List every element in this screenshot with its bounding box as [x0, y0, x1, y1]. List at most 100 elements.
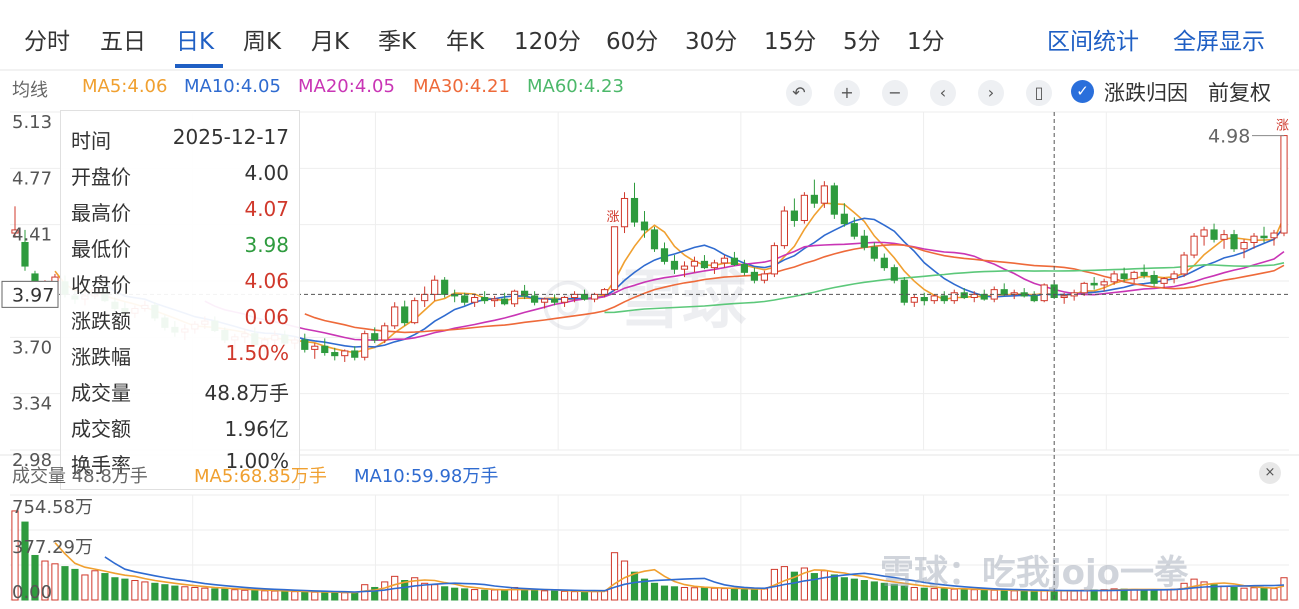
candle-body: [740, 263, 749, 273]
check-icon[interactable]: ✓: [1071, 80, 1094, 103]
candle-body: [900, 279, 908, 303]
candle-body: [501, 298, 509, 305]
volume-bar: [291, 591, 299, 601]
volume-bar: [700, 587, 709, 601]
candle-body: [341, 350, 349, 357]
candle-body: [1140, 271, 1148, 276]
price-axis-label: 5.13: [12, 112, 52, 133]
candle-body: [650, 229, 659, 250]
adjust-mode-button[interactable]: 前复权: [1208, 81, 1271, 105]
candle-body: [491, 298, 499, 302]
candle-body: [371, 333, 379, 341]
volume-bar: [401, 580, 409, 601]
pan-left-icon[interactable]: ‹: [930, 80, 956, 106]
volume-bar: [301, 591, 309, 601]
pan-right-icon[interactable]: ›: [978, 80, 1004, 106]
candle-style-icon[interactable]: ▯: [1026, 80, 1052, 106]
candle-body: [1150, 274, 1158, 284]
tooltip-key: 收盘价: [71, 273, 131, 297]
tooltip-row: 最高价 4.07: [71, 197, 289, 227]
price-axis-label: 3.34: [12, 394, 52, 415]
tooltip-value: 48.8万手: [204, 381, 289, 405]
tab-1[interactable]: 五日: [100, 29, 146, 55]
volume-bar: [251, 590, 259, 601]
volume-bar: [920, 587, 928, 601]
volume-bar: [600, 590, 609, 601]
candle-body: [1220, 234, 1228, 240]
limit-reason-toggle[interactable]: 涨跌归因: [1104, 81, 1188, 105]
candle-body: [940, 295, 948, 302]
limit-up-marker: 涨: [607, 210, 620, 225]
candle-body: [790, 210, 798, 221]
volume-bar: [650, 582, 659, 601]
high-price-tag: 4.98: [1208, 126, 1250, 148]
fullscreen-button[interactable]: 全屏显示: [1173, 29, 1265, 55]
volume-bar: [910, 586, 918, 601]
volume-label: 成交量 48.8万手: [12, 466, 148, 487]
tab-3[interactable]: 周K: [243, 29, 282, 55]
period-tabs: 分时 五日 日K 周K 月K 季K 年K 120分 60分 30分 15分 5分 1分 区间统计 全屏显…: [0, 0, 1299, 72]
volume-bar: [780, 566, 788, 601]
volume-bar: [31, 554, 39, 601]
tooltip-key: 涨跌幅: [71, 345, 131, 369]
candle-body: [570, 293, 579, 299]
candle-body: [860, 235, 868, 248]
tab-2[interactable]: 日K: [176, 29, 215, 55]
candle-body: [361, 333, 369, 358]
undo-icon[interactable]: ↶: [786, 80, 812, 106]
candle-body: [11, 229, 19, 234]
zoom-out-icon[interactable]: −: [882, 80, 908, 106]
volume-bar: [1110, 588, 1118, 601]
volume-bar: [1270, 588, 1278, 601]
tab-7[interactable]: 120分: [514, 29, 581, 55]
candle-body: [1120, 273, 1128, 280]
candle-body: [780, 210, 788, 247]
candle-body: [1190, 235, 1198, 256]
tab-11[interactable]: 5分: [843, 29, 881, 55]
candle-body: [1040, 284, 1048, 302]
tab-5[interactable]: 季K: [378, 29, 417, 55]
candle-body: [331, 352, 339, 357]
candle-body: [321, 345, 329, 354]
volume-bar: [530, 589, 539, 601]
volume-bar: [840, 577, 848, 601]
volume-bar: [830, 574, 838, 601]
volume-bar: [461, 588, 469, 601]
candle-body: [750, 271, 759, 281]
candle-body: [351, 350, 359, 358]
tab-9[interactable]: 30分: [685, 29, 738, 55]
volume-bar: [341, 592, 349, 601]
tab-0[interactable]: 分时: [24, 29, 70, 55]
volume-bar: [850, 578, 858, 601]
price-axis-label: 4.77: [12, 168, 52, 189]
range-stats-button[interactable]: 区间统计: [1047, 29, 1139, 55]
volume-bar: [1190, 578, 1198, 601]
zoom-in-icon[interactable]: +: [834, 80, 860, 106]
volume-bar: [451, 587, 459, 601]
volume-bar: [550, 590, 559, 601]
volume-bar: [261, 590, 269, 601]
ma10-value: MA10:4.05: [184, 76, 281, 97]
tab-6[interactable]: 年K: [446, 29, 485, 55]
candle-body: [590, 293, 599, 300]
volume-bar: [720, 588, 729, 601]
candle-body: [411, 300, 419, 324]
tab-10[interactable]: 15分: [764, 29, 817, 55]
volume-bar: [1260, 587, 1268, 601]
close-icon[interactable]: ×: [1259, 462, 1281, 484]
candle-body: [980, 293, 988, 300]
price-axis-label: 3.70: [12, 337, 52, 358]
candle-body: [401, 306, 409, 324]
volume-bar: [61, 566, 69, 601]
volume-bar: [311, 591, 319, 601]
volume-bar: [870, 581, 878, 601]
candle-body: [930, 295, 938, 302]
tab-4[interactable]: 月K: [311, 29, 350, 55]
candle-body: [381, 325, 389, 341]
tooltip-row: 开盘价 4.00: [71, 161, 289, 191]
volume-axis-label: 377.29万: [12, 537, 93, 558]
tab-8[interactable]: 60分: [606, 29, 659, 55]
tab-12[interactable]: 1分: [907, 29, 945, 55]
volume-bar: [471, 589, 479, 601]
candle-body: [670, 260, 679, 270]
